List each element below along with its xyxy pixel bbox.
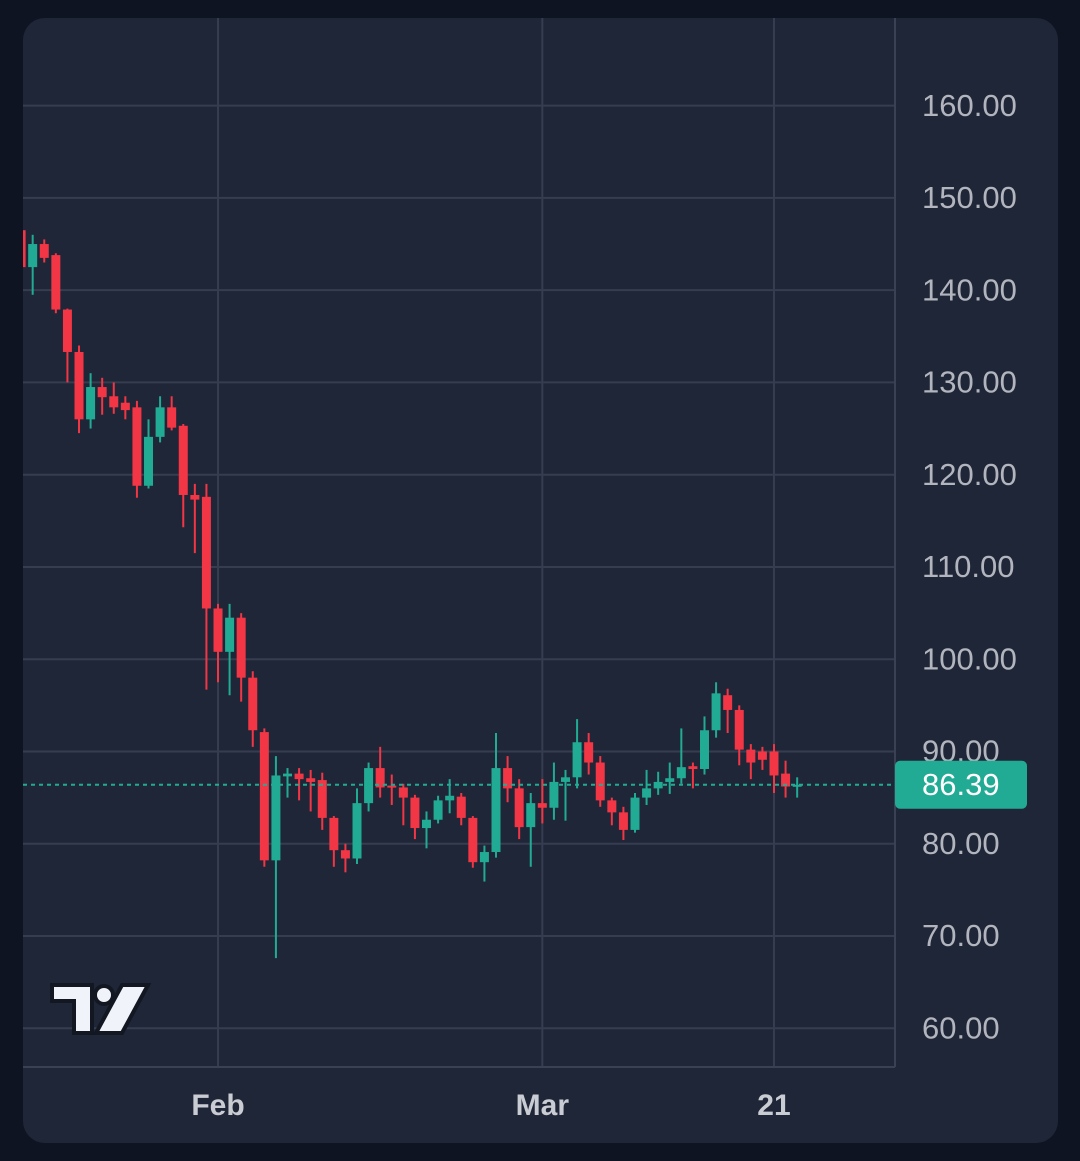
candle-body [769,751,779,776]
y-tick-label: 110.00 [922,549,1015,584]
candle-body [561,777,571,782]
candle-body [734,709,744,750]
candle-body [120,402,130,411]
y-tick-label: 130.00 [922,365,1017,400]
candle-body [167,407,177,428]
candle-body [630,797,640,830]
candle-body [433,800,443,820]
candle-body [746,749,756,763]
x-tick-label: 21 [757,1089,790,1122]
candle-body [74,351,84,420]
candle-body [549,781,559,808]
logo [50,983,152,1035]
y-tick-label: 80.00 [922,826,1000,861]
candle-body [23,230,26,268]
candle-body [375,768,385,788]
candle-body [445,795,455,801]
candle-body [39,244,49,258]
labels: 60.0070.0080.0090.00100.00110.00120.0013… [191,88,1027,1122]
candle-body [398,787,408,798]
candle-body [514,788,524,828]
y-tick-label: 60.00 [922,1010,1000,1045]
candle-body [97,387,107,398]
x-tick-label: Feb [191,1089,244,1122]
panel [23,18,1058,1143]
candle-body [642,788,652,798]
candle-body [201,496,211,609]
candle-body [422,819,432,829]
candle-body [537,803,547,808]
candle-body [109,396,119,408]
candle-body [271,775,281,861]
candle-body [329,817,339,851]
candle-body [306,778,316,782]
candle-body [595,762,605,801]
candle-body [584,742,594,763]
candle-body [607,800,617,813]
candle-body [62,309,72,352]
y-tick-label: 160.00 [922,88,1017,123]
candle-body [259,732,269,861]
y-tick-label: 100.00 [922,641,1017,676]
candle-body [178,425,188,495]
candle-body [236,617,246,678]
candle-body [699,730,709,769]
y-tick-label: 150.00 [922,180,1017,215]
x-tick-label: Mar [516,1089,570,1122]
last-price-tag [895,760,1027,809]
candle-body [456,796,466,818]
candle-body [155,407,165,437]
last-price-label: 86.39 [922,767,1000,802]
candle-body [225,617,235,652]
candle-body [28,244,38,268]
candle-body [132,407,142,486]
candle-body [757,751,767,760]
candle-body [387,785,397,788]
candle-body [618,812,628,830]
candle-body [792,784,802,787]
candle-body [526,803,536,828]
candle-body [248,677,258,731]
candle-body [144,436,154,486]
grid [23,18,895,1067]
candles [23,230,895,959]
candle-body [688,766,698,769]
y-tick-label: 70.00 [922,918,1000,953]
candle-body [410,797,420,829]
candle-body [503,768,513,789]
candle-body [283,773,293,777]
candle-body [676,767,686,779]
candle-body [213,608,223,652]
y-tick-label: 140.00 [922,272,1017,307]
candle-body [781,773,791,787]
candle-body [723,695,733,710]
candle-body [479,852,489,863]
y-tick-label: 120.00 [922,457,1017,492]
candle-body [572,742,582,778]
candle-body [711,693,721,731]
candle-body [491,768,501,853]
candle-body [665,778,675,782]
candle-body [468,817,478,863]
candle-body [340,850,350,859]
candle-body [190,494,200,500]
candle-body [86,387,96,420]
candle-body [317,780,327,818]
candle-body [294,773,304,780]
candle-body [51,255,61,310]
candle-body [352,803,362,859]
